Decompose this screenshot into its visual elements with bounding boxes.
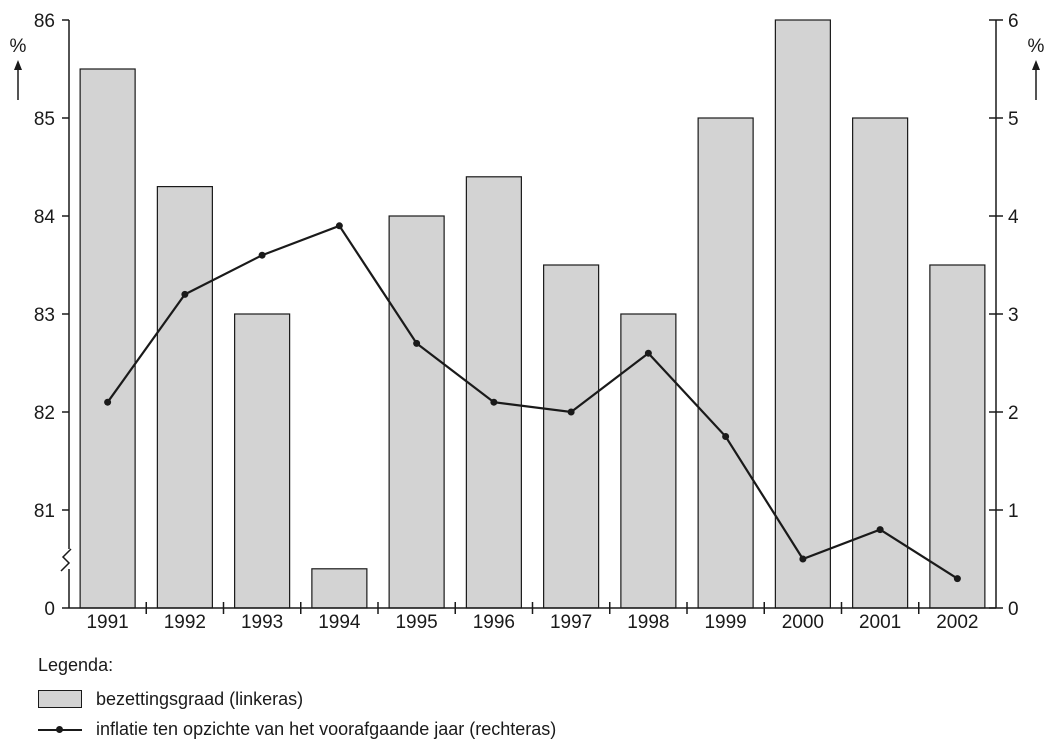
- axis-break-marker: [60, 548, 72, 572]
- legend: Legenda: bezettingsgraad (linkeras) infl…: [38, 655, 556, 746]
- inflation-point-1998: [644, 349, 652, 357]
- x-tick-label: 1998: [627, 612, 669, 633]
- bar-2002: [929, 264, 986, 609]
- left-axis-unit: %: [10, 36, 27, 57]
- right-tick-label: 3: [1008, 305, 1019, 326]
- left-tick-label: 0: [44, 599, 55, 620]
- left-tick-label: 85: [34, 109, 55, 130]
- left-tick-label: 84: [34, 207, 56, 228]
- x-tick-label: 2002: [936, 612, 978, 633]
- x-tick-label: 2000: [782, 612, 824, 633]
- bar-1993: [234, 313, 291, 609]
- bar-1996: [465, 176, 522, 609]
- legend-swatch-line: [38, 720, 82, 738]
- legend-title: Legenda:: [38, 655, 114, 675]
- inflation-point-1997: [567, 408, 575, 416]
- chart-canvas: 0 81 82 83 84 85 86 0 1 2 3 4 5 6 1991 1992 1993 1994 1995…: [10, 11, 1045, 633]
- right-axis-unit-arrow-icon: [1032, 60, 1040, 70]
- inflation-point-1994: [335, 222, 343, 230]
- right-tick-label: 2: [1008, 403, 1019, 424]
- bar-1995: [388, 215, 445, 609]
- right-tick-label: 1: [1008, 501, 1019, 522]
- x-tick-label: 2001: [859, 612, 901, 633]
- inflation-point-1991: [104, 398, 112, 406]
- inflation-point-1996: [490, 398, 498, 406]
- legend-label-bar: bezettingsgraad (linkeras): [96, 688, 304, 709]
- legend-swatch-bar: [38, 690, 82, 708]
- left-tick-label: 86: [34, 11, 55, 32]
- inflation-point-2001: [876, 526, 884, 534]
- left-axis-unit-arrow-icon: [14, 60, 22, 70]
- left-tick-label: 81: [34, 501, 55, 522]
- inflation-point-2002: [953, 575, 961, 583]
- x-tick-label: 1997: [550, 612, 592, 633]
- x-tick-label: 1996: [473, 612, 515, 633]
- bar-1991: [79, 68, 136, 609]
- right-tick-label: 5: [1008, 109, 1019, 130]
- right-tick-label: 6: [1008, 11, 1019, 32]
- x-tick-label: 1993: [241, 612, 283, 633]
- bar-2001: [852, 117, 909, 609]
- right-tick-label: 4: [1008, 207, 1019, 228]
- inflation-point-1992: [181, 290, 189, 298]
- bar-1994: [311, 568, 368, 609]
- x-tick-label: 1995: [395, 612, 437, 633]
- left-tick-label: 83: [34, 305, 55, 326]
- bar-1997: [543, 264, 600, 609]
- right-tick-label: 0: [1008, 599, 1019, 620]
- left-tick-label: 82: [34, 403, 55, 424]
- inflation-line: [106, 224, 958, 580]
- inflation-point-2000: [799, 555, 807, 563]
- bar-1998: [620, 313, 677, 609]
- x-tick-label: 1992: [164, 612, 206, 633]
- x-tick-label: 1999: [704, 612, 746, 633]
- right-axis-unit: %: [1028, 36, 1045, 57]
- bar-1992: [156, 186, 213, 609]
- inflation-point-1993: [258, 251, 266, 259]
- legend-item-line: inflatie ten opzichte van het voorafgaan…: [38, 716, 556, 742]
- inflation-point-1995: [413, 339, 421, 347]
- bar-2000: [774, 19, 831, 609]
- legend-item-bar: bezettingsgraad (linkeras): [38, 686, 556, 712]
- x-tick-label: 1994: [318, 612, 361, 633]
- bar-1999: [697, 117, 754, 609]
- x-tick-label: 1991: [86, 612, 128, 633]
- inflation-point-1999: [722, 433, 730, 440]
- legend-label-line: inflatie ten opzichte van het voorafgaan…: [96, 718, 557, 739]
